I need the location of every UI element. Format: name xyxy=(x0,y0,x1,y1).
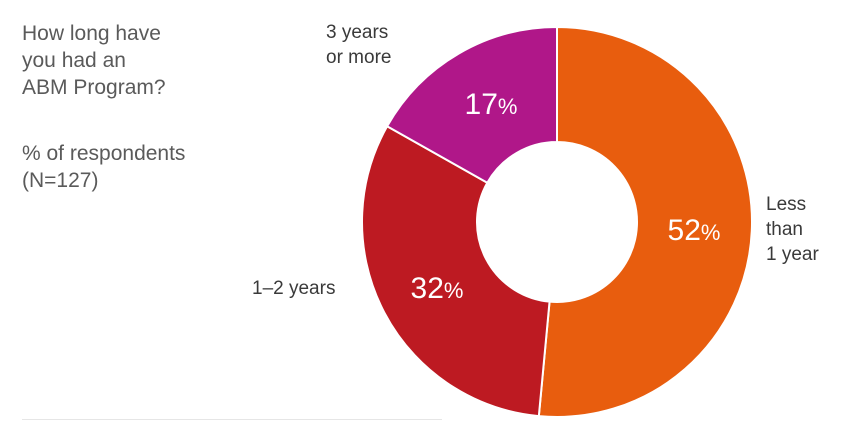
baseline-rule xyxy=(22,419,442,420)
slice-category-label: 1–2 years xyxy=(252,278,335,299)
slice-category-label: 3 years or more xyxy=(326,22,391,68)
chart-subtitle: % of respondents (N=127) xyxy=(22,142,186,192)
slice-value-label: 52% xyxy=(668,214,721,247)
slice-value-label: 32% xyxy=(411,272,464,305)
donut-slice xyxy=(537,25,753,418)
slice-value-label: 17% xyxy=(465,88,518,121)
chart-title: How long have you had an ABM Program? xyxy=(22,22,166,99)
slice-category-label: Less than 1 year xyxy=(766,194,819,265)
donut-slice xyxy=(385,25,558,185)
donut-slice xyxy=(361,124,551,418)
